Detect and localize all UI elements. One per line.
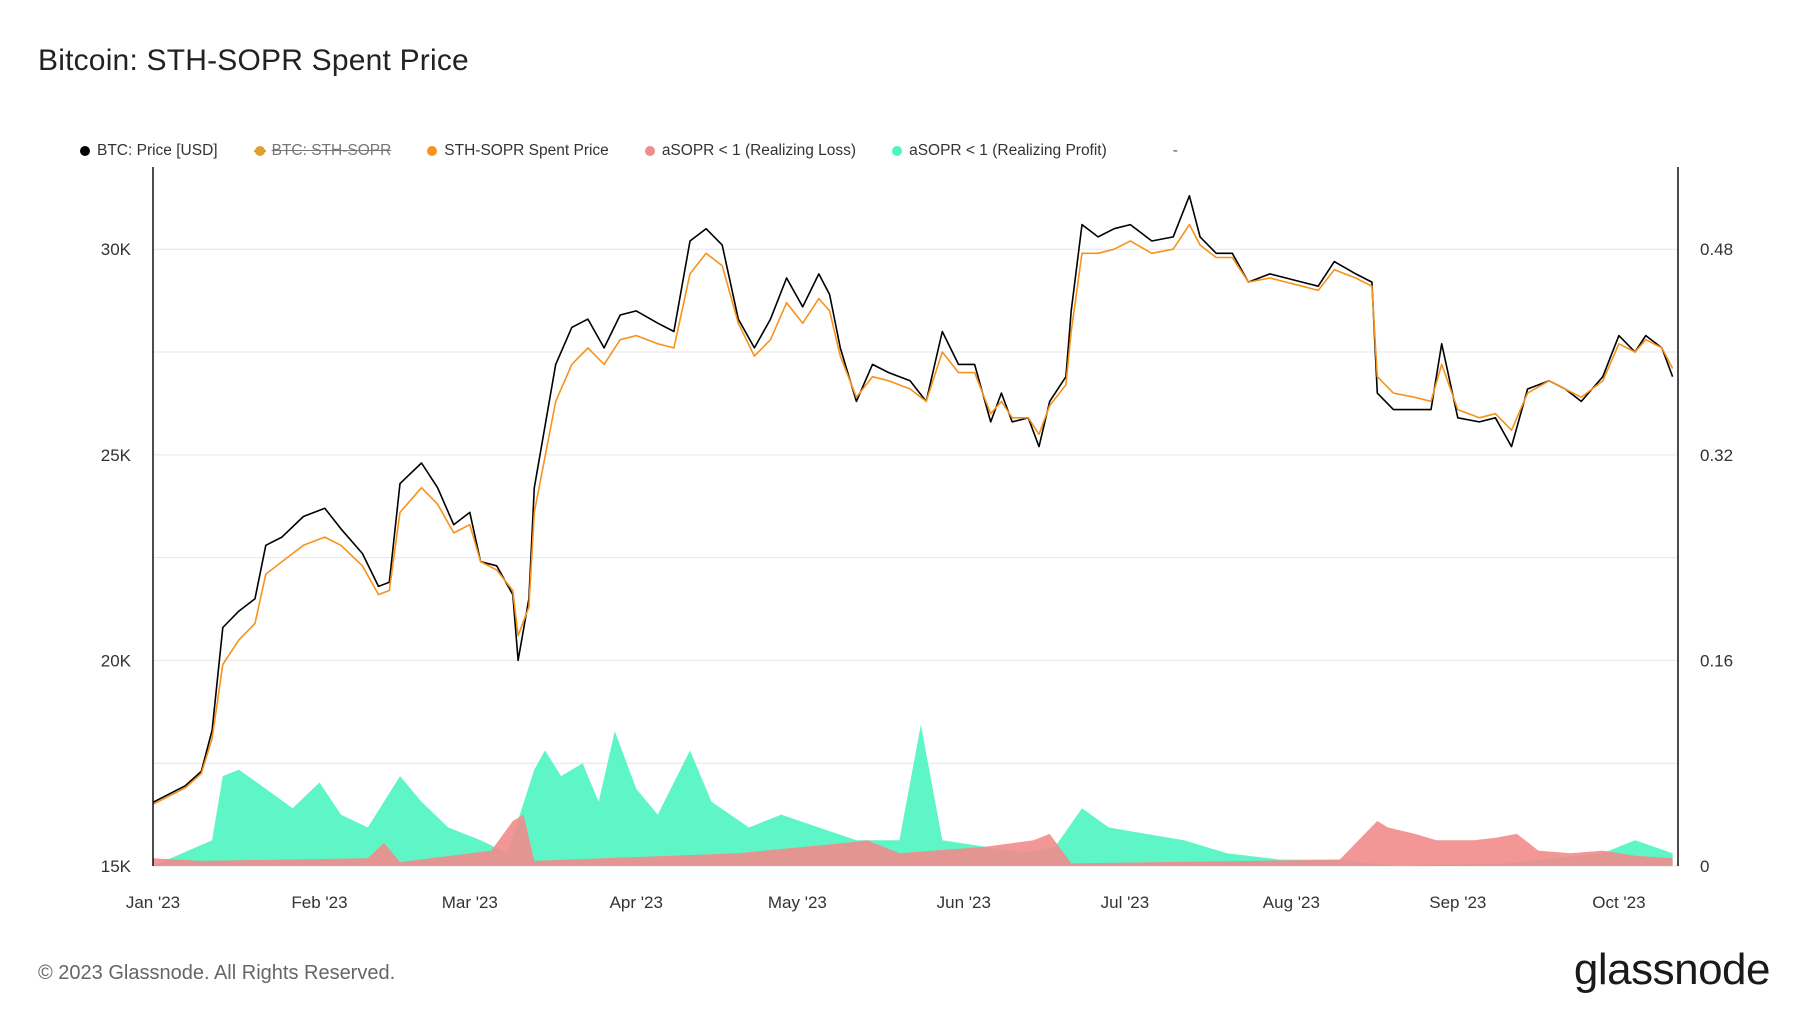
glassnode-logo[interactable]: glassnode — [1573, 945, 1771, 994]
y-left-tick-label: 15K — [101, 857, 132, 876]
axes — [152, 167, 1679, 866]
y-right-tick-label: 0.48 — [1700, 240, 1733, 259]
x-tick-label: Apr '23 — [610, 893, 663, 912]
y-left-tick-label: 20K — [101, 651, 132, 670]
legend-dot-btc-price — [80, 146, 90, 156]
sth-sopr-spent-price-line — [152, 223, 1674, 806]
y-axis-left-labels: 15K 20K 25K 30K — [101, 240, 132, 876]
chart-title: Bitcoin: STH-SOPR Spent Price — [38, 44, 469, 77]
legend-item-sth-sopr-spent-price[interactable]: STH-SOPR Spent Price — [427, 142, 609, 160]
legend-label-sth-sopr-spent-price: STH-SOPR Spent Price — [444, 142, 609, 159]
asopr-loss-area — [153, 814, 1673, 866]
asopr-areas — [153, 724, 1673, 866]
x-tick-label: Jun '23 — [937, 893, 991, 912]
legend-label-sth-sopr: BTC: STH-SOPR — [271, 142, 392, 159]
x-axis-labels: Jan '23 Feb '23 Mar '23 Apr '23 May '23 Jun '… — [126, 893, 1646, 912]
y-left-tick-label: 25K — [101, 446, 132, 465]
legend-item-asopr-loss[interactable]: aSOPR < 1 (Realizing Loss) — [644, 142, 857, 160]
legend-item-sth-sopr[interactable]: BTC: STH-SOPR — [253, 142, 392, 160]
legend-label-btc-price: BTC: Price [USD] — [97, 142, 218, 159]
legend-dot-asopr-loss — [644, 146, 655, 156]
legend-label-asopr-loss: aSOPR < 1 (Realizing Loss) — [661, 142, 857, 159]
y-right-tick-label: 0 — [1700, 857, 1709, 876]
legend-item-asopr-profit[interactable]: aSOPR < 1 (Realizing Profit) — [892, 142, 1107, 160]
x-tick-label: Jan '23 — [126, 893, 180, 912]
x-tick-label: Mar '23 — [442, 893, 498, 912]
copyright-footer: © 2023 Glassnode. All Rights Reserved. — [38, 962, 396, 984]
x-tick-label: Oct '23 — [1592, 893, 1645, 912]
btc-price-line — [152, 195, 1674, 804]
legend-marker-sth-sopr — [253, 146, 266, 156]
asopr-profit-area — [153, 724, 1673, 866]
chart-legend: BTC: Price [USD] BTC: STH-SOPR STH-SOPR … — [80, 140, 1178, 162]
y-left-tick-label: 30K — [101, 240, 132, 259]
legend-extra: - — [1172, 142, 1178, 159]
legend-label-asopr-profit: aSOPR < 1 (Realizing Profit) — [909, 142, 1107, 159]
legend-dot-asopr-profit — [892, 146, 903, 156]
y-axis-right-labels: 0 0.16 0.32 0.48 — [1700, 240, 1733, 876]
y-right-tick-label: 0.16 — [1700, 651, 1733, 670]
y-right-tick-label: 0.32 — [1700, 446, 1733, 465]
legend-dot-sth-sopr-spent-price — [427, 146, 438, 156]
x-tick-label: Feb '23 — [291, 893, 347, 912]
x-tick-label: Sep '23 — [1429, 893, 1486, 912]
price-lines — [152, 195, 1674, 806]
legend-item-btc-price[interactable]: BTC: Price [USD] — [80, 142, 218, 160]
x-tick-label: Jul '23 — [1101, 893, 1150, 912]
x-tick-label: May '23 — [768, 893, 827, 912]
x-tick-label: Aug '23 — [1263, 893, 1320, 912]
